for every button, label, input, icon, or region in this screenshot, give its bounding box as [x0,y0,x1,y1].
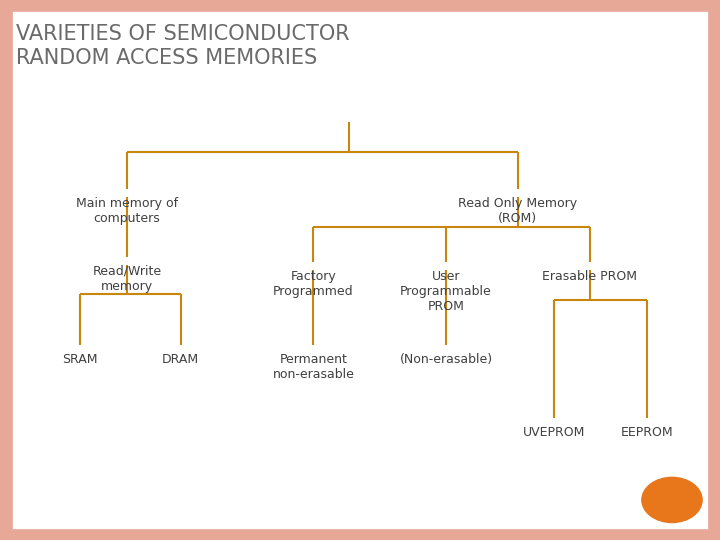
Text: Erasable PROM: Erasable PROM [542,270,637,283]
Text: SRAM: SRAM [63,353,98,366]
Circle shape [642,477,702,523]
Text: DRAM: DRAM [162,353,199,366]
Text: User
Programmable
PROM: User Programmable PROM [400,270,492,313]
Text: (Non-erasable): (Non-erasable) [400,353,492,366]
Text: UVEPROM: UVEPROM [523,426,585,439]
Text: Read Only Memory
(ROM): Read Only Memory (ROM) [458,198,577,226]
Text: Read/Write
memory: Read/Write memory [92,265,161,293]
Text: EEPROM: EEPROM [621,426,673,439]
Text: Permanent
non-erasable: Permanent non-erasable [272,353,354,381]
Text: Factory
Programmed: Factory Programmed [273,270,354,298]
Text: VARIETIES OF SEMICONDUCTOR
RANDOM ACCESS MEMORIES: VARIETIES OF SEMICONDUCTOR RANDOM ACCESS… [16,24,349,68]
Text: Main memory of
computers: Main memory of computers [76,198,178,226]
